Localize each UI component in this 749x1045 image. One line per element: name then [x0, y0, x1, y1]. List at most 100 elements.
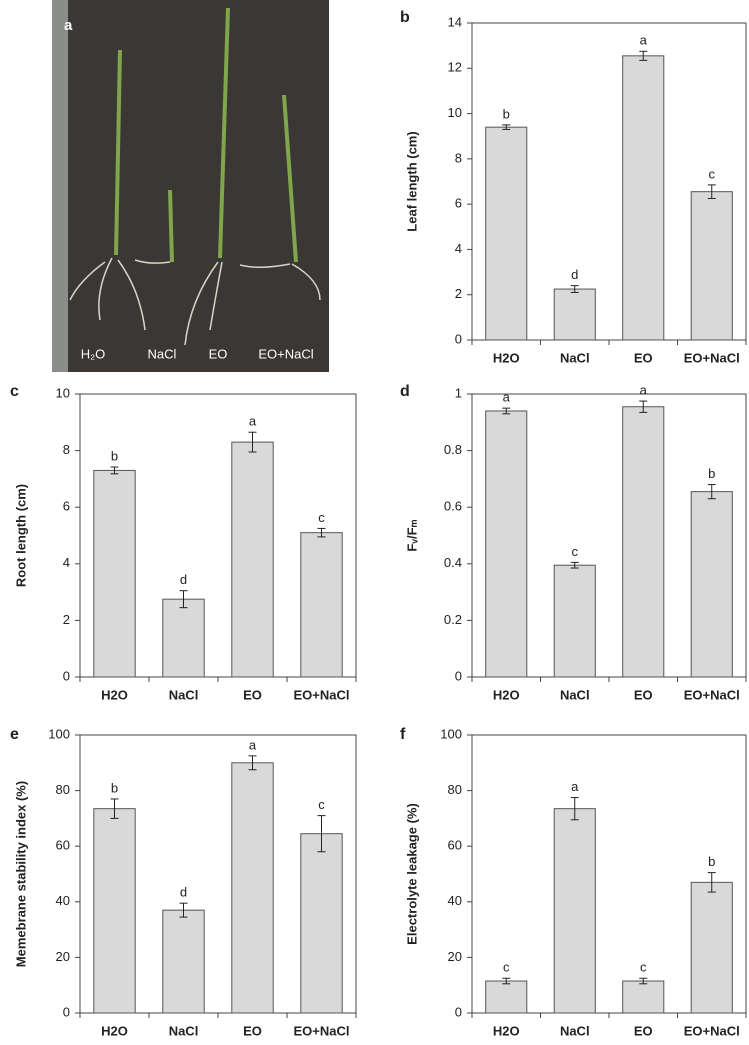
bar — [553, 808, 596, 1014]
y-tick-label: 0.8 — [444, 442, 462, 457]
error-bar — [248, 431, 257, 453]
error-bar — [317, 527, 326, 538]
bar-chart: b Leaf length (cm) 0 2 4 6 8 10 12 14 b H2O d NaCl a EO… — [400, 9, 747, 365]
significance-letter: b — [503, 106, 510, 121]
y-axis-label: Fᵥ/Fₘ — [404, 519, 419, 551]
significance-letter: c — [318, 797, 325, 812]
y-axis-label: Root length (cm) — [13, 484, 28, 587]
x-tick-label: NaCl — [169, 687, 199, 702]
significance-letter: c — [318, 510, 325, 525]
significance-letter: a — [503, 390, 511, 405]
significance-letter: b — [111, 448, 118, 463]
significance-letter: b — [708, 854, 715, 869]
y-tick-label: 60 — [448, 838, 462, 853]
y-tick-label: 0 — [63, 668, 70, 683]
significance-letter: a — [249, 414, 257, 429]
ruler — [52, 0, 68, 372]
error-bar — [639, 977, 648, 985]
panel-label: c — [10, 383, 19, 400]
panel-label: e — [10, 726, 19, 743]
y-tick-label: 60 — [56, 838, 70, 853]
significance-letter: d — [180, 885, 187, 900]
significance-letter: c — [572, 544, 579, 559]
y-axis-label: Leaf length (cm) — [404, 131, 419, 231]
photo-label: EO+NaCl — [258, 346, 313, 361]
y-tick-label: 100 — [48, 726, 70, 741]
error-bar — [707, 484, 716, 500]
x-tick-label: NaCl — [560, 350, 590, 365]
x-tick-label: EO+NaCl — [684, 687, 740, 702]
y-tick-label: 40 — [56, 893, 70, 908]
y-tick-label: 20 — [448, 949, 462, 964]
x-tick-label: EO — [634, 1023, 653, 1038]
x-tick-label: EO — [243, 1023, 262, 1038]
significance-letter: c — [503, 960, 510, 975]
y-tick-label: 1 — [455, 385, 462, 400]
y-tick-label: 20 — [56, 949, 70, 964]
bar — [162, 909, 205, 1014]
error-bar — [179, 902, 188, 918]
y-tick-label: 2 — [455, 286, 462, 301]
y-tick-label: 0 — [455, 668, 462, 683]
bar — [300, 532, 343, 678]
roots — [69, 257, 321, 346]
bar-chart: f Electrolyte leakage (%) 0 20 40 60 80 100 c H2O… — [400, 726, 747, 1038]
x-tick-label: H2O — [493, 687, 520, 702]
bar — [690, 881, 733, 1014]
bar — [553, 564, 596, 678]
y-tick-label: 12 — [448, 60, 462, 75]
bar — [162, 598, 205, 678]
error-bar — [110, 466, 119, 475]
leaves — [114, 7, 298, 263]
x-tick-label: EO — [634, 350, 653, 365]
y-tick-label: 0.4 — [444, 555, 462, 570]
bar-chart: d Fᵥ/Fₘ 0 0.2 0.4 0.6 0.8 1 a H2O c NaCl a EO b EO+NaCl — [400, 383, 747, 702]
panel-label: a — [64, 17, 73, 34]
bar — [485, 410, 528, 678]
y-tick-label: 14 — [448, 14, 462, 29]
photo-label: EO — [209, 346, 228, 361]
x-tick-label: EO — [243, 687, 262, 702]
significance-letter: b — [708, 466, 715, 481]
bar — [485, 126, 528, 341]
error-bar — [570, 797, 579, 821]
error-bar — [639, 50, 648, 61]
bar-chart: c Root length (cm) 0 2 4 6 8 10 b H2O d NaCl a EO c EO+… — [10, 383, 357, 702]
panel-label: b — [400, 9, 410, 26]
photo-label: H₂O — [81, 346, 106, 361]
y-tick-label: 0 — [63, 1004, 70, 1019]
x-tick-label: EO+NaCl — [294, 1023, 350, 1038]
y-tick-label: 6 — [63, 499, 70, 514]
y-tick-label: 100 — [440, 726, 462, 741]
x-tick-label: NaCl — [560, 687, 590, 702]
y-tick-label: 6 — [455, 196, 462, 211]
y-tick-label: 0 — [455, 1004, 462, 1019]
y-tick-label: 0 — [455, 331, 462, 346]
bar — [231, 762, 274, 1014]
error-bar — [502, 977, 511, 985]
x-tick-label: EO — [634, 687, 653, 702]
error-bar — [570, 285, 579, 293]
bar — [622, 55, 665, 341]
error-bar — [502, 407, 511, 415]
y-tick-label: 8 — [63, 442, 70, 457]
significance-letter: b — [111, 780, 118, 795]
significance-letter: a — [571, 779, 579, 794]
bar — [485, 980, 528, 1014]
y-tick-label: 10 — [448, 105, 462, 120]
bar — [553, 288, 596, 341]
bar-chart: e Memebrane stability index (%) 0 20 40 60 80 1… — [10, 726, 357, 1038]
significance-letter: d — [180, 572, 187, 587]
y-tick-label: 80 — [448, 782, 462, 797]
y-tick-label: 0.6 — [444, 499, 462, 514]
x-tick-label: EO+NaCl — [684, 350, 740, 365]
x-tick-label: H2O — [101, 1023, 128, 1038]
error-bar — [707, 872, 716, 893]
significance-letter: a — [249, 737, 257, 752]
y-tick-label: 4 — [63, 555, 70, 570]
y-tick-label: 8 — [455, 150, 462, 165]
bar — [300, 833, 343, 1014]
significance-letter: d — [571, 267, 578, 282]
x-tick-label: H2O — [493, 350, 520, 365]
significance-letter: c — [640, 960, 647, 975]
